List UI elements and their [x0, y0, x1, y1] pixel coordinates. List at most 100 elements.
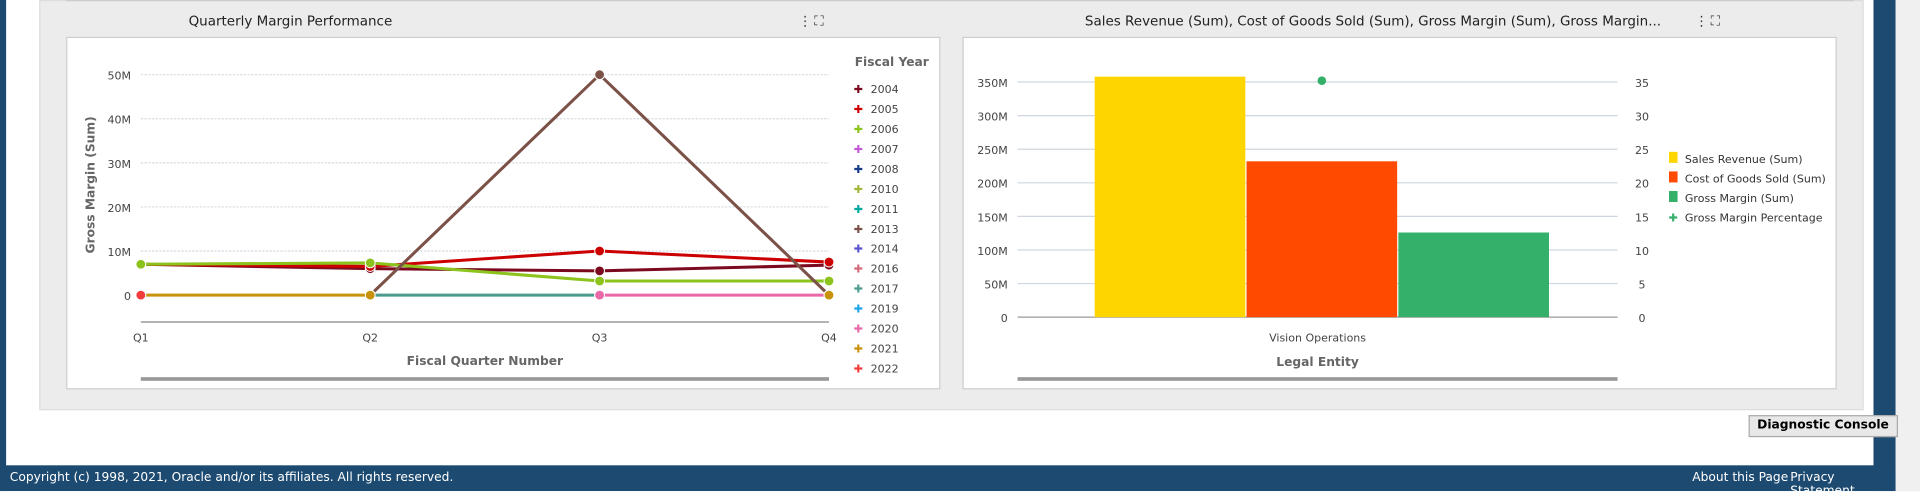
- y2-tick-label: 15: [1635, 211, 1649, 224]
- x-tick-label: Q3: [592, 332, 608, 345]
- y-tick-label: 350M: [977, 77, 1008, 90]
- data-point-2006: [823, 275, 835, 287]
- y2-tick-label: 0: [1639, 312, 1646, 325]
- y-tick-label: 150M: [977, 211, 1008, 224]
- y2-tick-label: 25: [1635, 144, 1649, 157]
- legend-item: 2017: [871, 283, 899, 296]
- legend-swatch: [1668, 151, 1678, 163]
- maximize-icon[interactable]: ⛶: [1710, 13, 1723, 30]
- legend-item: 2016: [871, 263, 899, 276]
- legend-item: 2008: [871, 163, 899, 176]
- about-page-link[interactable]: About this Page: [1692, 471, 1789, 485]
- legend-marker-icon: ✚: [854, 303, 863, 316]
- legend-swatch: [1668, 171, 1678, 183]
- more-vertical-icon[interactable]: ⋮: [1694, 13, 1711, 30]
- legend-item: 2010: [871, 183, 899, 196]
- right-chart-title: Sales Revenue (Sum), Cost of Goods Sold …: [1084, 13, 1662, 30]
- data-point-2006: [135, 258, 147, 270]
- bar-chart-card: 0 0 50M 5 100M 10 150M 15 200M 20 250M 25 300M 30 350M…: [962, 36, 1837, 390]
- footer: Copyright (c) 1998, 2021, Oracle and/or …: [0, 465, 1896, 498]
- legend-marker-icon: ✚: [854, 362, 863, 375]
- legend-marker-icon: ✚: [854, 283, 863, 296]
- legend-item: 2014: [871, 243, 899, 256]
- y-tick-label: 100M: [977, 245, 1008, 258]
- maximize-icon[interactable]: ⛶: [814, 13, 827, 30]
- y-tick-label: 50M: [984, 278, 1008, 291]
- legend-item: 2022: [871, 362, 899, 375]
- legend-item: 2011: [871, 203, 899, 216]
- right-chart-menu[interactable]: ⋮⛶: [1695, 13, 1723, 30]
- legend-marker-icon: ✚: [1669, 212, 1678, 225]
- legend-item: 2013: [871, 223, 899, 236]
- y-tick-label: 20M: [107, 202, 131, 215]
- data-point-2004: [594, 265, 605, 277]
- diagnostic-console-button[interactable]: Diagnostic Console: [1748, 415, 1898, 438]
- data-point-2022: [135, 289, 147, 301]
- y2-tick-label: 30: [1635, 111, 1649, 124]
- divider: [66, 0, 1854, 2]
- y-tick-label: 10M: [107, 246, 131, 259]
- privacy-statement-link[interactable]: Privacy Statement: [1790, 471, 1855, 498]
- horizontal-scrollbar[interactable]: [140, 377, 829, 381]
- left-chart-title: Quarterly Margin Performance: [188, 13, 393, 30]
- y2-tick-label: 10: [1635, 245, 1649, 258]
- y-tick-label: 0: [124, 290, 131, 303]
- y-tick-label: 50M: [107, 70, 131, 83]
- x-tick-label: Vision Operations: [1269, 332, 1366, 345]
- legend-title: Fiscal Year: [855, 55, 929, 69]
- page-scrollbar[interactable]: [1895, 0, 1920, 492]
- data-point-2006: [364, 257, 376, 269]
- x-axis-title: Legal Entity: [1276, 355, 1359, 369]
- legend-item: Sales Revenue (Sum): [1685, 153, 1803, 166]
- data-point-2021: [823, 289, 835, 301]
- legend-marker-icon: ✚: [854, 263, 863, 276]
- legend-marker-icon: ✚: [854, 343, 863, 356]
- legend-item: Cost of Goods Sold (Sum): [1685, 172, 1826, 185]
- y2-tick-label: 5: [1639, 278, 1646, 291]
- data-point-2013: [594, 69, 605, 81]
- data-point-2005: [823, 256, 835, 268]
- line-chart-card: 0 10M 20M 30M 40M 50M Q1 Q2 Q3 Q4 Fiscal Quarter N…: [66, 36, 941, 390]
- series-line-2005: [140, 249, 830, 268]
- bar-gross-margin-sum-: [1398, 232, 1549, 318]
- data-point-2005: [594, 245, 605, 257]
- bar-sales-revenue-sum-: [1094, 76, 1246, 318]
- legend-marker-icon: ✚: [854, 103, 863, 116]
- legend-marker-icon: ✚: [854, 323, 863, 336]
- legend-item: 2021: [871, 343, 899, 356]
- data-point-gross-margin-percentage: [1317, 76, 1327, 85]
- bar-chart: 0 0 50M 5 100M 10 150M 15 200M 20 250M 25 300M 30 350M…: [977, 76, 1826, 381]
- y-axis-title: Gross Margin (Sum): [83, 116, 97, 253]
- left-chart-menu[interactable]: ⋮⛶: [798, 13, 826, 30]
- legend-item: Gross Margin (Sum): [1685, 192, 1794, 205]
- bar-cost-of-goods-sold-sum-: [1246, 161, 1398, 318]
- y-tick-label: 40M: [107, 114, 131, 127]
- window-edge: [0, 0, 7, 492]
- copyright-text: Copyright (c) 1998, 2021, Oracle and/or …: [9, 471, 454, 485]
- legend-marker-icon: ✚: [854, 203, 863, 216]
- x-tick-label: Q2: [362, 332, 378, 345]
- legend-marker-icon: ✚: [854, 143, 863, 156]
- legend-item: 2004: [871, 83, 899, 96]
- data-point-2020: [594, 289, 605, 301]
- legend-item: 2006: [871, 123, 899, 136]
- more-vertical-icon[interactable]: ⋮: [798, 13, 815, 30]
- line-chart: 0 10M 20M 30M 40M 50M Q1 Q2 Q3 Q4 Fiscal Quarter N…: [83, 55, 929, 381]
- legend-marker-icon: ✚: [854, 223, 863, 236]
- y2-tick-label: 20: [1635, 178, 1649, 191]
- y-tick-label: 300M: [977, 111, 1008, 124]
- x-axis-title: Fiscal Quarter Number: [407, 354, 563, 368]
- legend-marker-icon: ✚: [854, 83, 863, 96]
- legend-item: 2019: [871, 303, 899, 316]
- data-point-2021: [364, 289, 376, 301]
- legend-marker-icon: ✚: [854, 183, 863, 196]
- legend-swatch: [1668, 191, 1678, 203]
- y2-tick-label: 35: [1635, 77, 1649, 90]
- x-tick-label: Q1: [133, 332, 149, 345]
- data-point-2006: [594, 275, 605, 287]
- horizontal-scrollbar[interactable]: [1017, 377, 1618, 381]
- legend-marker-icon: ✚: [854, 123, 863, 136]
- y-tick-label: 250M: [977, 144, 1008, 157]
- y-tick-label: 30M: [107, 158, 131, 171]
